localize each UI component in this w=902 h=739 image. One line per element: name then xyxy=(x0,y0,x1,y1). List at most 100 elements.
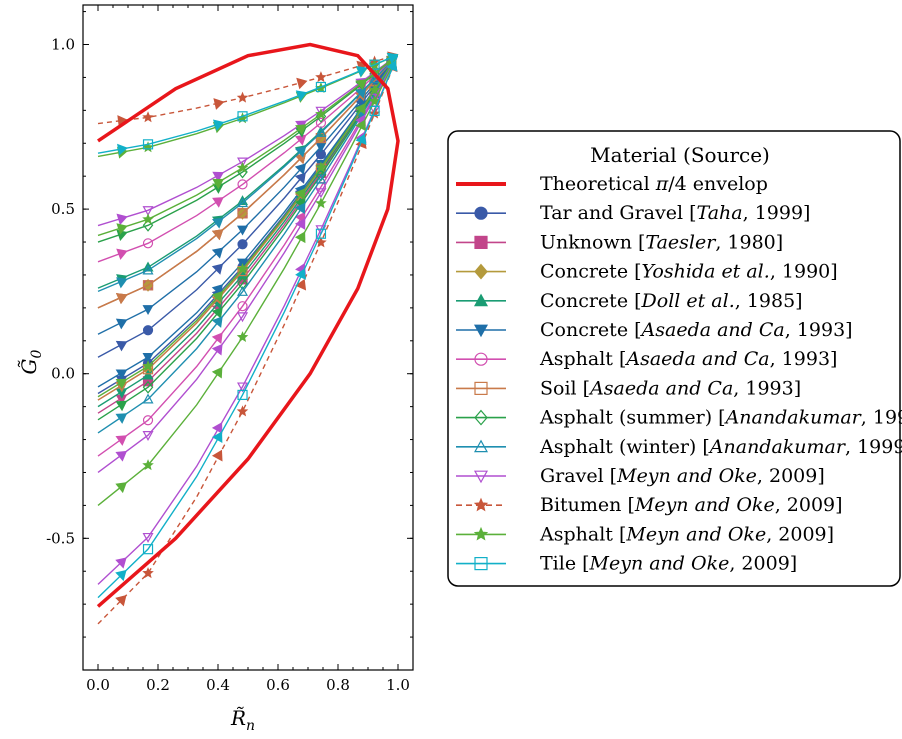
series-13-point xyxy=(315,81,327,93)
series-8-arrow xyxy=(211,307,223,319)
series-5-line-1 xyxy=(97,54,398,335)
series-12-point xyxy=(315,161,327,173)
series-5-arrow xyxy=(115,318,128,330)
legend-entry: Soil [Asaeda and Ca, 1993] xyxy=(456,377,801,399)
series-11-point xyxy=(236,91,249,103)
series-10-arrow xyxy=(115,557,127,569)
legend-entry: Asphalt (summer) [Anandakumar, 1999] xyxy=(456,407,902,429)
series-1-arrow xyxy=(115,340,128,352)
series-9-point xyxy=(315,126,327,137)
series-12-point xyxy=(368,83,381,95)
series-12-arrow xyxy=(294,231,306,244)
series-5-arrow xyxy=(294,163,307,175)
series-10-line-1 xyxy=(97,54,398,227)
series-12-arrow xyxy=(295,124,307,135)
series-10-point xyxy=(237,157,249,168)
series-9-point xyxy=(237,197,249,208)
legend-entry: Asphalt (winter) [Anandakumar, 1999] xyxy=(456,436,902,458)
legend-label: Concrete [Asaeda and Ca, 1993] xyxy=(540,319,853,341)
legend: Material (Source) Theoretical π/4 envelo… xyxy=(447,130,902,587)
series-10-arrow xyxy=(294,218,306,230)
series-6-point xyxy=(142,415,154,426)
legend-label-plain: Tar and Gravel [ xyxy=(540,202,697,224)
y-axis-label-main: G̃ xyxy=(17,358,41,374)
legend-label-italic: Asaeda and Ca xyxy=(640,319,785,341)
series-5-point xyxy=(142,305,154,316)
series-4-arrow xyxy=(115,388,128,399)
series-9-arrow xyxy=(116,277,128,289)
series-12-point xyxy=(315,197,327,209)
series-9-point xyxy=(237,285,249,296)
legend-label-plain: Asphalt (summer) [ xyxy=(539,407,726,429)
series-9-arrow xyxy=(294,202,306,215)
legend-label-plain: Gravel [ xyxy=(540,465,617,487)
legend-label-rest: , 1999] xyxy=(743,202,811,224)
legend-title: Material (Source) xyxy=(590,143,770,167)
legend-entry: Tar and Gravel [Taha, 1999] xyxy=(456,202,810,224)
legend-label-rest: , 1980] xyxy=(715,231,783,253)
legend-entry: Unknown [Taesler, 1980] xyxy=(456,231,783,253)
x-tick-label: 0.0 xyxy=(86,676,110,694)
series-7-arrow xyxy=(211,229,224,241)
series-9-arrow xyxy=(355,87,367,99)
y-tick-label: 0.5 xyxy=(51,200,75,218)
series-11-arrow xyxy=(295,278,307,291)
series-13-arrow xyxy=(115,569,127,582)
series-9-arrow xyxy=(211,217,224,229)
x-tick-label: 0.6 xyxy=(266,676,290,694)
legend-swatch-marker xyxy=(474,352,488,366)
legend-label-plain: Asphalt [ xyxy=(539,348,626,370)
series-2-arrow xyxy=(115,394,128,405)
legend-swatch-marker xyxy=(474,206,488,220)
series-12-arrow xyxy=(116,223,128,235)
series-4 xyxy=(97,54,398,408)
legend-entry: Theoretical π/4 envelop xyxy=(456,173,768,195)
series-12-arrow xyxy=(211,366,223,379)
series-8-point xyxy=(142,380,154,394)
series-6-arrow xyxy=(211,332,223,344)
series-9-arrow xyxy=(294,146,307,158)
legend-label-italic: Asaeda and Ca xyxy=(588,377,733,399)
x-axis-label-sub: n xyxy=(246,718,255,734)
x-axis-label-main: R̃ xyxy=(230,706,246,730)
legend-label-italic: Asaeda and Ca xyxy=(624,348,769,370)
series-12-arrow xyxy=(211,291,223,303)
legend-entry: Asphalt [Asaeda and Ca, 1993] xyxy=(456,348,837,370)
legend-label-plain: Bitumen [ xyxy=(540,494,635,516)
series-10-arrow xyxy=(116,213,128,226)
legend-swatch-marker xyxy=(474,556,488,571)
envelope-line xyxy=(96,42,400,608)
series-12-arrow xyxy=(115,378,128,390)
legend-swatch-marker xyxy=(474,263,488,280)
legend-entry: Asphalt [Meyn and Oke, 2009] xyxy=(456,523,834,545)
legend-label: Theoretical π/4 envelop xyxy=(540,173,768,195)
series-8-point xyxy=(237,277,248,290)
series-6-point xyxy=(237,179,248,190)
series-11-line-2 xyxy=(97,55,399,625)
series-10-point xyxy=(142,431,154,441)
legend-label-rest: , 2009] xyxy=(775,494,843,516)
x-tick-label: 0.4 xyxy=(206,676,230,694)
series-10-point xyxy=(315,106,327,117)
legend-label: Asphalt (winter) [Anandakumar, 1999] xyxy=(539,436,902,458)
legend-entry: Concrete [Yoshida et al., 1990] xyxy=(456,261,838,283)
series-6-point xyxy=(237,301,248,312)
series-11-point xyxy=(142,567,154,579)
plot-area xyxy=(96,42,400,625)
series-13-point xyxy=(142,139,154,150)
series-10-arrow xyxy=(115,450,128,462)
legend-entry: Bitumen [Meyn and Oke, 2009] xyxy=(456,494,843,516)
series-13-point xyxy=(237,111,248,122)
legend-label-italic: π xyxy=(655,173,669,195)
series-11-point xyxy=(236,405,249,417)
series-6-arrow xyxy=(294,134,307,146)
legend-label-rest: , 2009] xyxy=(766,523,834,545)
legend-swatch-marker xyxy=(473,470,489,484)
y-tick-label: 1.0 xyxy=(51,36,75,54)
series-13-arrow xyxy=(295,268,306,280)
legend-label-plain: Tile [ xyxy=(540,553,590,575)
series-5-point xyxy=(142,353,154,363)
legend-label: Tar and Gravel [Taha, 1999] xyxy=(540,202,810,224)
series-11-arrow xyxy=(117,115,128,128)
